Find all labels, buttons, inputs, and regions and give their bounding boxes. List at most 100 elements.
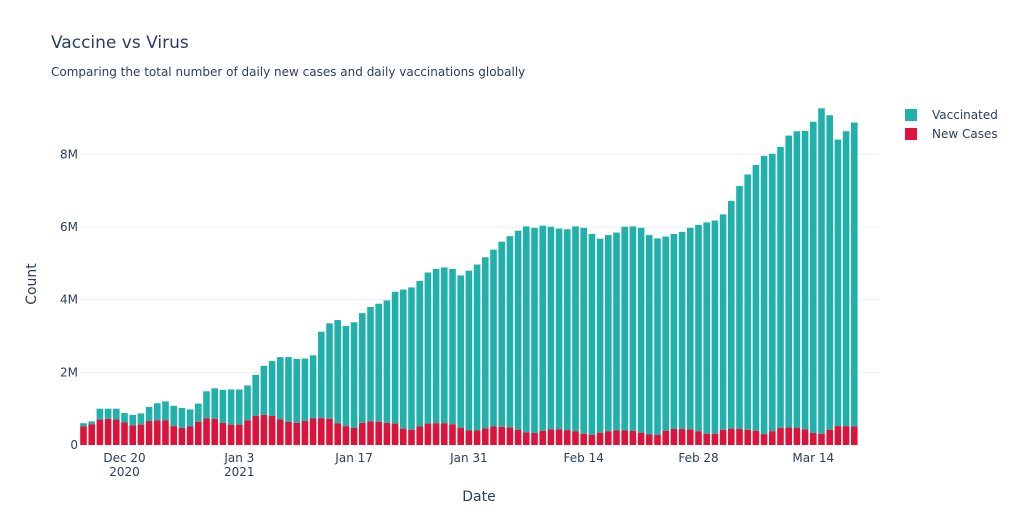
bar-vaccinated	[416, 280, 423, 427]
bar-vaccinated	[457, 275, 464, 428]
bar-vaccinated	[555, 228, 563, 430]
bar-vaccinated	[260, 365, 268, 415]
bar-new-cases	[104, 418, 112, 445]
bar-vaccinated	[154, 403, 161, 421]
bar-vaccinated	[162, 401, 169, 421]
bar-vaccinated	[711, 220, 719, 434]
bar-vaccinated	[564, 229, 571, 431]
chart-subtitle: Comparing the total number of daily new …	[51, 65, 526, 79]
bar-vaccinated	[842, 131, 850, 427]
bar-vaccinated	[375, 303, 382, 422]
bar-vaccinated	[785, 135, 792, 428]
bar-new-cases	[752, 430, 760, 445]
bar-new-cases	[695, 431, 702, 445]
bar-vaccinated	[104, 408, 112, 419]
legend-item-new-cases[interactable]: New Cases	[905, 124, 998, 143]
bar-new-cases	[719, 429, 727, 445]
bar-vaccinated	[810, 121, 817, 434]
bar-new-cases	[186, 426, 194, 445]
bar-vaccinated	[662, 236, 669, 431]
bar-new-cases	[88, 424, 95, 445]
bar-new-cases	[227, 424, 235, 445]
bar-new-cases	[359, 422, 366, 445]
bar-new-cases	[703, 433, 710, 445]
bar-vaccinated	[588, 234, 596, 435]
x-tick-label: Jan 31	[449, 451, 488, 465]
bar-new-cases	[309, 418, 317, 445]
bar-vaccinated	[236, 389, 243, 425]
bar-new-cases	[769, 431, 776, 445]
bar-new-cases	[113, 419, 120, 445]
bar-new-cases	[457, 427, 464, 445]
bar-new-cases	[383, 422, 391, 445]
bar-new-cases	[326, 418, 333, 445]
legend-label-new-cases: New Cases	[932, 126, 998, 141]
bar-vaccinated	[506, 236, 514, 428]
bar-vaccinated	[178, 407, 186, 428]
bar-vaccinated	[465, 270, 473, 431]
bar-vaccinated	[219, 389, 227, 423]
bar-vaccinated	[408, 287, 415, 430]
bar-new-cases	[851, 426, 858, 445]
bar-vaccinated	[613, 232, 620, 431]
bar-vaccinated	[383, 300, 391, 423]
bar-vaccinated	[834, 139, 842, 427]
bar-new-cases	[416, 426, 423, 445]
bar-new-cases	[523, 432, 530, 445]
bar-new-cases	[260, 414, 268, 445]
bar-vaccinated	[728, 200, 735, 429]
legend-swatch-new-cases	[905, 127, 917, 140]
bar-vaccinated	[244, 385, 251, 421]
bar-new-cases	[547, 429, 555, 445]
bar-new-cases	[268, 415, 276, 445]
bar-new-cases	[777, 427, 784, 445]
bar-vaccinated	[678, 231, 686, 430]
bar-new-cases	[564, 430, 571, 445]
bar-vaccinated	[596, 238, 604, 433]
bar-new-cases	[301, 421, 309, 445]
bar-vaccinated	[654, 238, 661, 435]
bar-vaccinated	[629, 226, 637, 431]
bar-new-cases	[236, 424, 243, 445]
legend-label-vaccinated: Vaccinated	[932, 107, 998, 122]
bar-new-cases	[490, 426, 497, 445]
bar-vaccinated	[301, 358, 309, 422]
bar-vaccinated	[195, 403, 202, 422]
bar-vaccinated	[424, 272, 432, 424]
bar-new-cases	[195, 421, 202, 445]
bar-vaccinated	[744, 174, 751, 430]
bar-vaccinated	[703, 222, 710, 434]
bar-new-cases	[178, 427, 186, 445]
bar-new-cases	[531, 433, 538, 445]
bar-new-cases	[424, 423, 432, 445]
bar-vaccinated	[359, 313, 366, 423]
y-tick-label: 2M	[60, 365, 78, 379]
bar-new-cases	[629, 430, 637, 445]
y-tick-label: 6M	[60, 220, 78, 234]
bar-new-cases	[482, 428, 489, 445]
bar-new-cases	[810, 433, 817, 445]
bar-new-cases	[498, 426, 505, 445]
bar-new-cases	[391, 423, 399, 445]
bar-new-cases	[646, 434, 653, 445]
legend[interactable]: Vaccinated New Cases	[905, 105, 998, 143]
bar-vaccinated	[719, 214, 727, 430]
bar-new-cases	[728, 428, 735, 445]
bar-vaccinated	[203, 391, 210, 419]
bar-new-cases	[834, 426, 842, 445]
bar-new-cases	[711, 433, 719, 445]
bar-new-cases	[293, 422, 300, 445]
bar-vaccinated	[268, 361, 276, 416]
legend-item-vaccinated[interactable]: Vaccinated	[905, 105, 998, 124]
x-tick-year-label: 2020	[109, 465, 140, 479]
y-axis-ticks: 0 2M 4M 6M 8M	[60, 147, 78, 452]
bar-new-cases	[736, 429, 743, 445]
bar-vaccinated	[801, 130, 809, 430]
bar-new-cases	[170, 426, 177, 445]
bar-new-cases	[219, 422, 227, 445]
bar-new-cases	[785, 427, 792, 445]
bar-new-cases	[473, 430, 481, 445]
bar-new-cases	[408, 429, 415, 445]
bar-new-cases	[203, 418, 210, 445]
